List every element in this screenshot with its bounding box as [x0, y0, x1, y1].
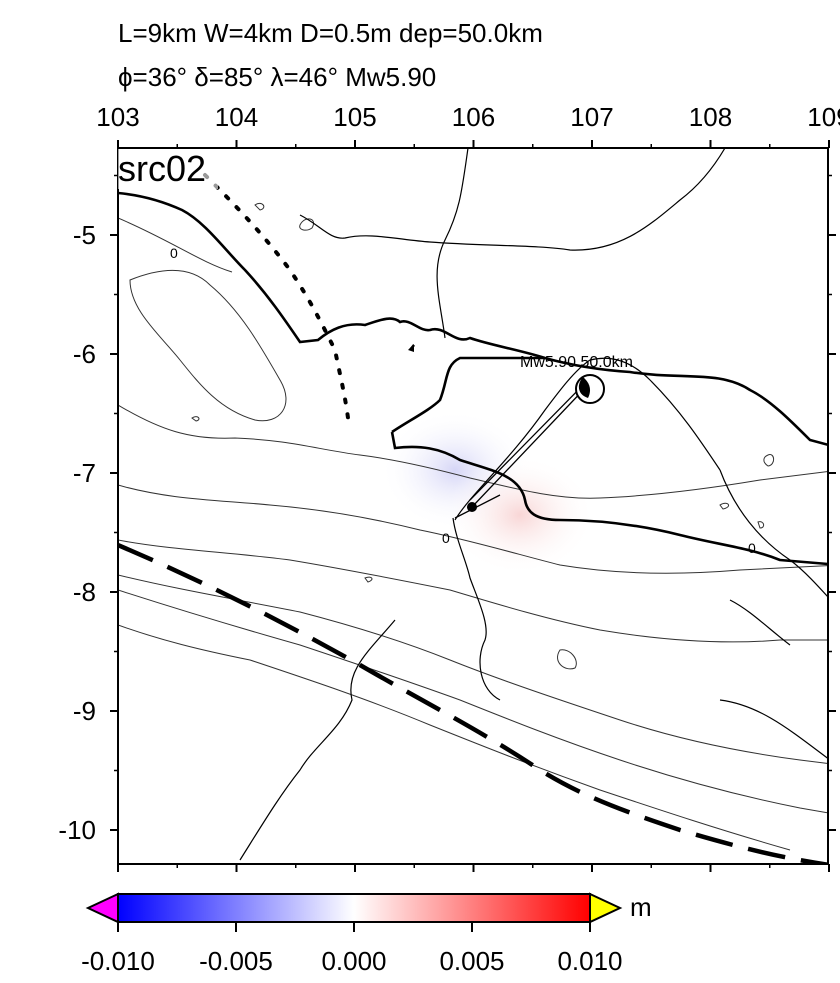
y-tick-label: -5	[73, 220, 96, 250]
y-tick-label: -9	[73, 696, 96, 726]
contour-label: 0	[170, 245, 178, 261]
y-axis: -5 -6 -7 -8 -9 -10	[58, 174, 836, 845]
colorbar-tick-label: 0.005	[439, 946, 504, 976]
y-tick-label: -8	[73, 577, 96, 607]
map-area: 0 0 0	[118, 148, 828, 864]
x-tick-label: 103	[96, 102, 139, 132]
x-tick-label: 104	[215, 102, 258, 132]
epicenter-label: Mw5.90 50.0km	[520, 354, 633, 371]
bathymetry-contours	[118, 202, 828, 851]
colorbar-unit: m	[630, 892, 652, 922]
header-line-2: ϕ=36° δ=85° λ=46° Mw5.90	[118, 62, 437, 92]
x-tick-label: 106	[452, 102, 495, 132]
y-tick-label: -6	[73, 339, 96, 369]
colorbar-tick-label: -0.005	[199, 946, 273, 976]
x-tick-label: 105	[333, 102, 376, 132]
colorbar-tick-label: 0.010	[557, 946, 622, 976]
fault-point	[467, 502, 477, 512]
coastline-thick	[118, 191, 828, 566]
colorbar-tick-label: -0.010	[81, 946, 155, 976]
x-tick-label: 109	[807, 102, 840, 132]
colorbar-under-triangle	[85, 892, 119, 924]
trench-line	[118, 542, 828, 864]
contour-label: 0	[748, 540, 756, 556]
y-tick-label: -10	[58, 815, 96, 845]
x-axis: 103 104 105 106 107 108 109	[96, 102, 840, 872]
y-tick-label: -7	[73, 458, 96, 488]
triangle-marker	[408, 344, 414, 352]
colorbar-gradient	[117, 893, 591, 923]
uplift-lobe	[445, 455, 595, 575]
x-tick-label: 108	[689, 102, 732, 132]
fault-trace	[454, 377, 591, 519]
header-line-1: L=9km W=4km D=0.5m dep=50.0km	[118, 18, 543, 48]
colorbar-ticks: -0.010 -0.005 0.000 0.005 0.010	[81, 922, 623, 976]
focal-mechanism-beachball	[575, 374, 605, 404]
panel-label: src02	[118, 148, 206, 189]
dotted-fault-line	[203, 173, 350, 420]
colorbar: m -0.010 -0.005 0.000 0.005 0.010	[81, 892, 652, 976]
contour-label: 0	[442, 530, 450, 546]
colorbar-over-triangle	[589, 892, 623, 924]
colorbar-tick-label: 0.000	[321, 946, 386, 976]
x-tick-label: 107	[570, 102, 613, 132]
